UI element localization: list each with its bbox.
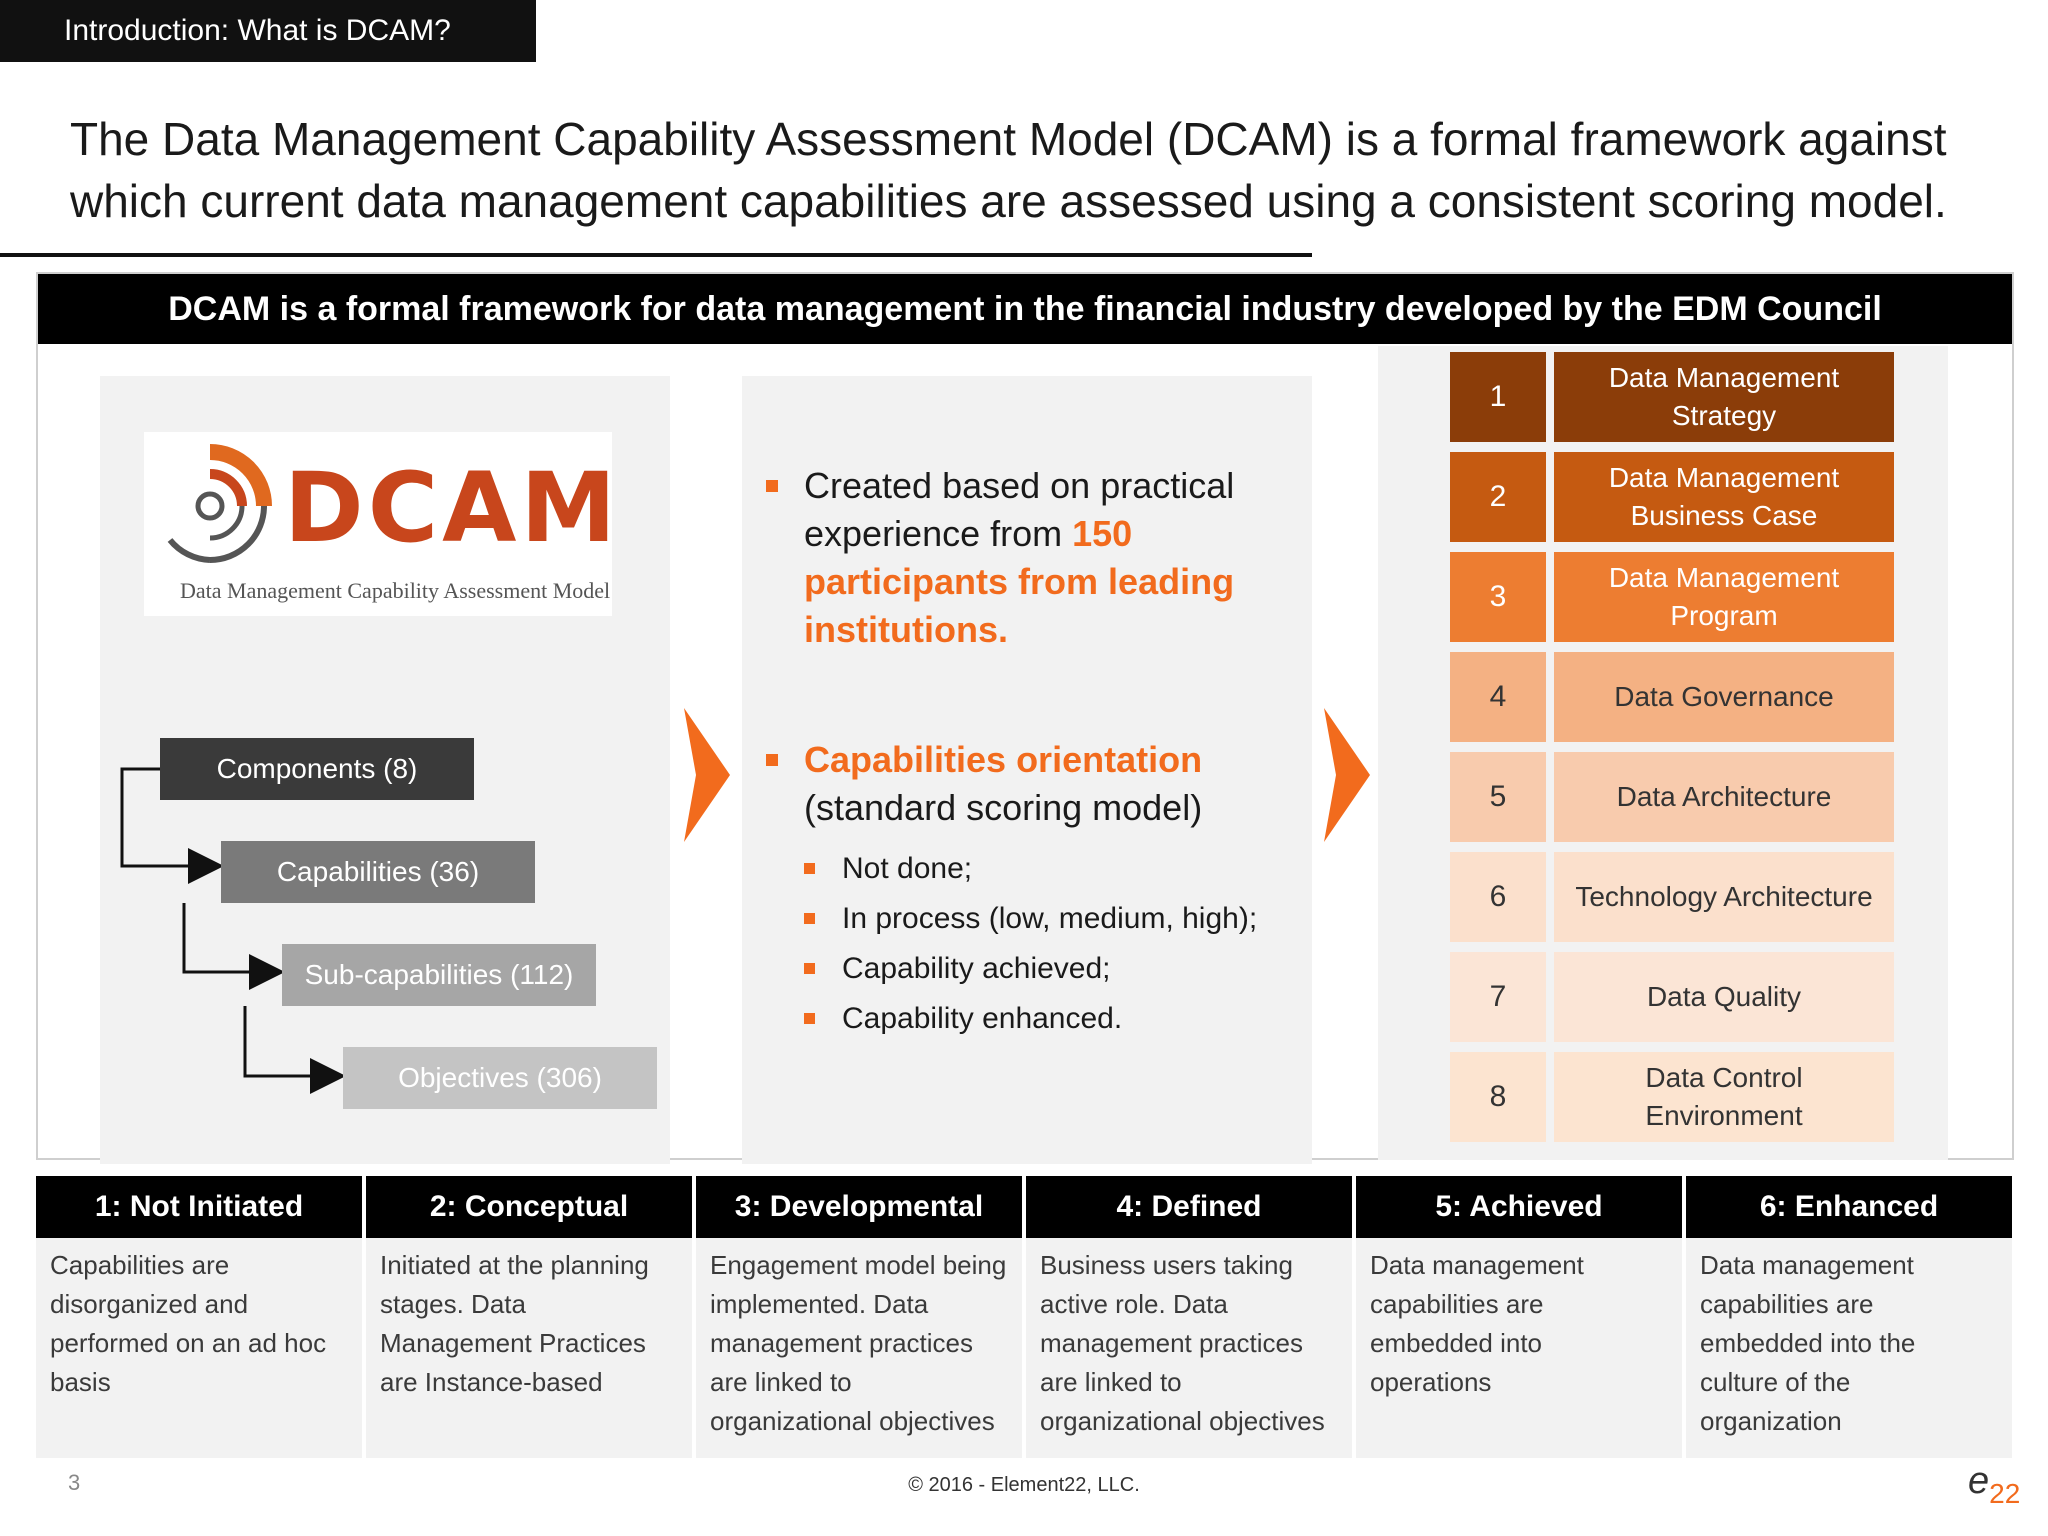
component-label: Technology Architecture: [1554, 852, 1894, 942]
scoring-item-text: In process (low, medium, high);: [842, 902, 1258, 935]
component-number: 6: [1450, 852, 1546, 942]
component-row: 3 Data Management Program: [1450, 552, 1894, 642]
stage-title: 3: Developmental: [696, 1176, 1022, 1238]
stage-column: 6: Enhanced Data management capabilities…: [1686, 1176, 2012, 1458]
stage-description: Capabilities are disorganized and perfor…: [50, 1250, 327, 1397]
bullet-capabilities-text: (standard scoring model): [804, 787, 1203, 828]
copyright: © 2016 - Element22, LLC.: [908, 1474, 1140, 1496]
hierarchy-objectives: Objectives (306): [343, 1047, 657, 1109]
section-tag: Introduction: What is DCAM?: [0, 0, 536, 62]
bullet-square-icon: [766, 754, 778, 766]
component-row: 5 Data Architecture: [1450, 752, 1894, 842]
scoring-item: In process (low, medium, high);: [804, 894, 1306, 944]
brand-number: 22: [1989, 1478, 2021, 1509]
bullet-capabilities: Capabilities orientation (standard scori…: [766, 736, 1306, 832]
logo-wordmark: DCAM: [284, 452, 620, 564]
element22-logo: e22: [1968, 1460, 2020, 1510]
bullet-experience-highlight: 150 participants from leading institutio…: [804, 513, 1235, 650]
dcam-logo-mark-icon: [167, 444, 272, 563]
component-number: 7: [1450, 952, 1546, 1042]
dcam-logo: DCAM Data Management Capability Assessme…: [144, 432, 616, 616]
component-number: 1: [1450, 352, 1546, 442]
stage-title: 1: Not Initiated: [36, 1176, 362, 1238]
component-number: 5: [1450, 752, 1546, 842]
bullet-experience-text: Created based on practical experience fr…: [804, 465, 1235, 554]
scoring-item: Capability achieved;: [804, 944, 1306, 994]
description-bullets: Created based on practical experience fr…: [766, 462, 1306, 1044]
stage-column: 5: Achieved Data management capabilities…: [1356, 1176, 1682, 1458]
component-number: 8: [1450, 1052, 1546, 1142]
stage-column: 1: Not Initiated Capabilities are disorg…: [36, 1176, 362, 1458]
scoring-item: Capability enhanced.: [804, 994, 1306, 1044]
framework-frame: DCAM is a formal framework for data mana…: [36, 272, 2014, 1160]
scoring-item: Not done;: [804, 844, 1306, 894]
headline-divider: [0, 253, 1312, 257]
chevron-right-icon: [684, 708, 730, 842]
chevron-right-icon: [1324, 708, 1370, 842]
bullet-square-icon: [804, 963, 815, 974]
page-headline: The Data Management Capability Assessmen…: [70, 113, 1947, 227]
component-row: 6 Technology Architecture: [1450, 852, 1894, 942]
component-label: Data Control Environment: [1554, 1052, 1894, 1142]
bullet-square-icon: [804, 1013, 815, 1024]
component-row: 1 Data Management Strategy: [1450, 352, 1894, 442]
stage-title: 2: Conceptual: [366, 1176, 692, 1238]
component-number: 2: [1450, 452, 1546, 542]
bullet-square-icon: [804, 913, 815, 924]
stage-description: Initiated at the planning stages. Data M…: [380, 1250, 649, 1397]
stage-description: Data management capabilities are embedde…: [1370, 1250, 1584, 1397]
component-row: 2 Data Management Business Case: [1450, 452, 1894, 542]
component-row: 8 Data Control Environment: [1450, 1052, 1894, 1142]
stage-description: Data management capabilities are embedde…: [1700, 1250, 1916, 1436]
component-label: Data Governance: [1554, 652, 1894, 742]
hierarchy-sub-capabilities: Sub-capabilities (112): [282, 944, 596, 1006]
brand-letter: e: [1968, 1460, 1990, 1502]
component-label: Data Management Strategy: [1554, 352, 1894, 442]
stage-description: Business users taking active role. Data …: [1040, 1250, 1325, 1436]
hierarchy-components: Components (8): [160, 738, 474, 800]
component-row: 4 Data Governance: [1450, 652, 1894, 742]
component-row: 7 Data Quality: [1450, 952, 1894, 1042]
framework-banner: DCAM is a formal framework for data mana…: [38, 274, 2012, 344]
stage-description: Engagement model being implemented. Data…: [710, 1250, 1007, 1436]
description-panel: [742, 376, 1312, 1164]
scoring-item-text: Capability enhanced.: [842, 1002, 1123, 1035]
page-number: 3: [68, 1470, 81, 1495]
bullet-square-icon: [766, 480, 778, 492]
stage-column: 3: Developmental Engagement model being …: [696, 1176, 1022, 1458]
stage-column: 2: Conceptual Initiated at the planning …: [366, 1176, 692, 1458]
stage-title: 5: Achieved: [1356, 1176, 1682, 1238]
stage-column: 4: Defined Business users taking active …: [1026, 1176, 1352, 1458]
bullet-square-icon: [804, 863, 815, 874]
bullet-capabilities-highlight: Capabilities orientation: [804, 739, 1203, 780]
component-label: Data Quality: [1554, 952, 1894, 1042]
scoring-list: Not done; In process (low, medium, high)…: [804, 844, 1306, 1044]
maturity-stages: 1: Not Initiated Capabilities are disorg…: [36, 1176, 2012, 1458]
component-number: 3: [1450, 552, 1546, 642]
hierarchy-capabilities: Capabilities (36): [221, 841, 535, 903]
component-number: 4: [1450, 652, 1546, 742]
component-label: Data Architecture: [1554, 752, 1894, 842]
stage-title: 4: Defined: [1026, 1176, 1352, 1238]
logo-subtitle: Data Management Capability Assessment Mo…: [180, 578, 611, 603]
stage-title: 6: Enhanced: [1686, 1176, 2012, 1238]
scoring-item-text: Not done;: [842, 852, 973, 885]
component-label: Data Management Business Case: [1554, 452, 1894, 542]
component-label: Data Management Program: [1554, 552, 1894, 642]
scoring-item-text: Capability achieved;: [842, 952, 1111, 985]
bullet-experience: Created based on practical experience fr…: [766, 462, 1306, 654]
